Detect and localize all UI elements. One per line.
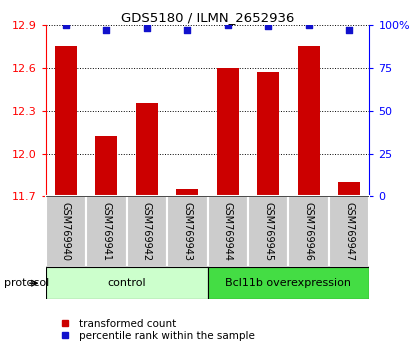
Title: GDS5180 / ILMN_2652936: GDS5180 / ILMN_2652936 bbox=[121, 11, 294, 24]
Legend: transformed count, percentile rank within the sample: transformed count, percentile rank withi… bbox=[51, 315, 259, 345]
Point bbox=[305, 22, 312, 28]
Text: GSM769940: GSM769940 bbox=[61, 202, 71, 261]
Text: GSM769944: GSM769944 bbox=[223, 202, 233, 261]
Bar bbox=[208, 267, 369, 299]
Bar bbox=[288, 196, 329, 267]
Bar bbox=[217, 68, 239, 196]
Bar bbox=[329, 196, 369, 267]
Bar bbox=[176, 189, 198, 196]
Bar bbox=[248, 196, 288, 267]
Bar bbox=[298, 46, 320, 196]
Point bbox=[346, 27, 352, 33]
Bar bbox=[338, 182, 360, 196]
Text: GSM769945: GSM769945 bbox=[263, 202, 273, 261]
Point bbox=[103, 27, 110, 33]
Bar bbox=[46, 196, 86, 267]
Bar bbox=[136, 103, 158, 196]
Text: control: control bbox=[107, 278, 146, 288]
Bar bbox=[127, 196, 167, 267]
Text: GSM769947: GSM769947 bbox=[344, 202, 354, 261]
Text: GSM769946: GSM769946 bbox=[304, 202, 314, 261]
Text: GSM769943: GSM769943 bbox=[182, 202, 192, 261]
Point bbox=[184, 27, 190, 33]
Bar bbox=[86, 196, 127, 267]
Point bbox=[265, 24, 271, 29]
Text: Bcl11b overexpression: Bcl11b overexpression bbox=[225, 278, 352, 288]
Bar bbox=[55, 46, 77, 196]
Text: GSM769941: GSM769941 bbox=[101, 202, 111, 261]
Bar bbox=[257, 72, 279, 196]
Point bbox=[225, 22, 231, 28]
Bar bbox=[95, 136, 117, 196]
Text: GSM769942: GSM769942 bbox=[142, 202, 152, 261]
Bar bbox=[167, 196, 208, 267]
Point bbox=[63, 22, 69, 28]
Text: protocol: protocol bbox=[4, 278, 49, 288]
Bar bbox=[208, 196, 248, 267]
Point bbox=[144, 25, 150, 31]
Bar bbox=[46, 267, 208, 299]
